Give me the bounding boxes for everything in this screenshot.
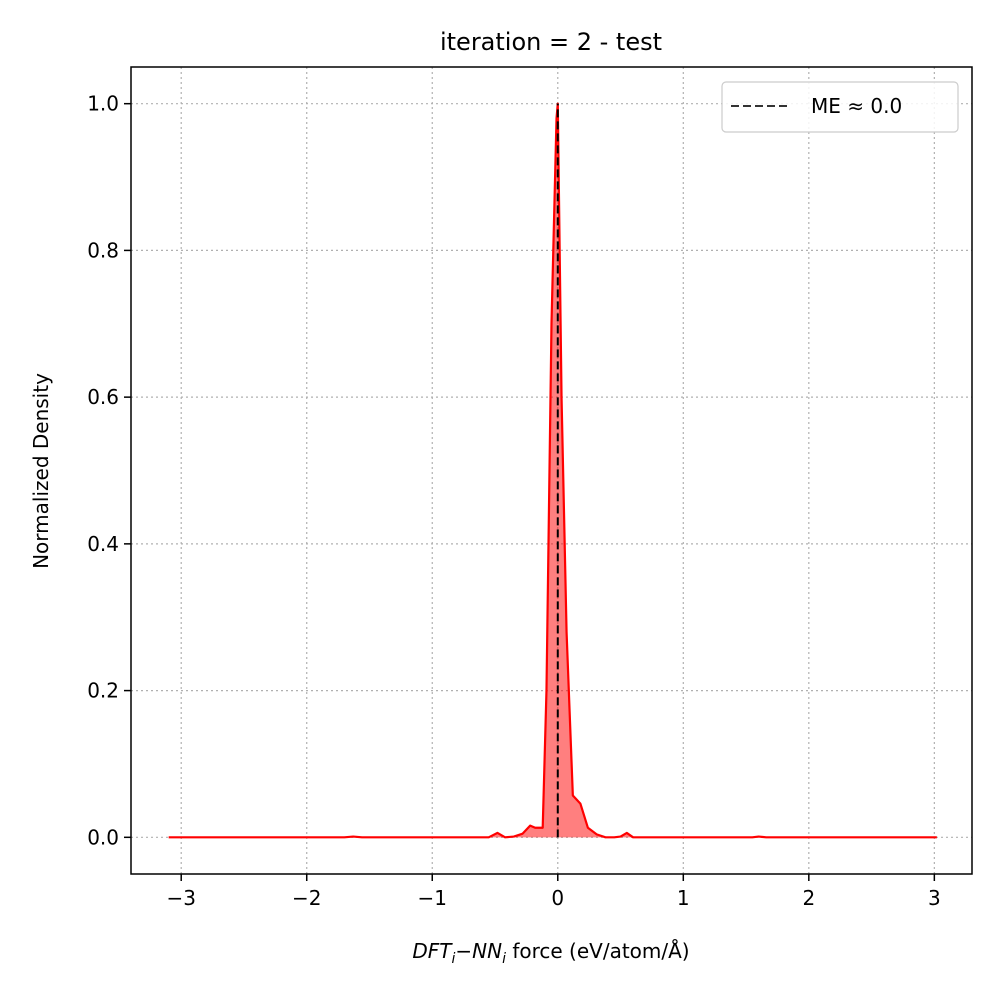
y-tick-label: 0.8 <box>87 238 119 262</box>
x-tick-label: −1 <box>418 886 447 910</box>
y-tick-label: 1.0 <box>87 92 119 116</box>
y-tick-label: 0.6 <box>87 385 119 409</box>
legend-label: ME ≈ 0.0 <box>811 94 902 118</box>
chart-title: iteration = 2 - test <box>440 28 662 56</box>
x-tick-label: −3 <box>166 886 195 910</box>
y-axis-label: Normalized Density <box>29 373 53 569</box>
x-tick-label: 3 <box>928 886 941 910</box>
x-axis-label-dft: DFT <box>412 939 453 963</box>
legend-box <box>721 81 959 133</box>
x-tick-label: 1 <box>677 886 690 910</box>
series <box>168 102 937 839</box>
y-tick-label: 0.0 <box>87 825 119 849</box>
plot-frame <box>130 66 973 875</box>
density-line <box>168 102 937 839</box>
x-axis-label: DFTi−NNi force (eV/atom/Å) <box>412 939 689 967</box>
y-axis-ticks: 0.0 0.2 0.4 0.6 0.8 1.0 <box>87 92 131 849</box>
y-tick-label: 0.2 <box>87 679 119 703</box>
x-tick-label: 2 <box>802 886 815 910</box>
x-axis-label-sub-1: i <box>452 951 456 967</box>
x-axis-label-nn: NN <box>472 939 502 963</box>
x-axis-ticks: −3 −2 −1 0 1 2 3 <box>166 874 941 910</box>
density-area <box>168 103 937 838</box>
y-tick-label: 0.4 <box>87 532 119 556</box>
x-axis-label-sub-2: i <box>502 951 506 967</box>
legend: ME ≈ 0.0 <box>721 81 959 133</box>
x-tick-label: 0 <box>551 886 564 910</box>
x-axis-label-rest: force (eV/atom/Å) <box>506 939 690 963</box>
x-axis-label-minus: − <box>455 939 472 963</box>
x-tick-label: −2 <box>292 886 321 910</box>
